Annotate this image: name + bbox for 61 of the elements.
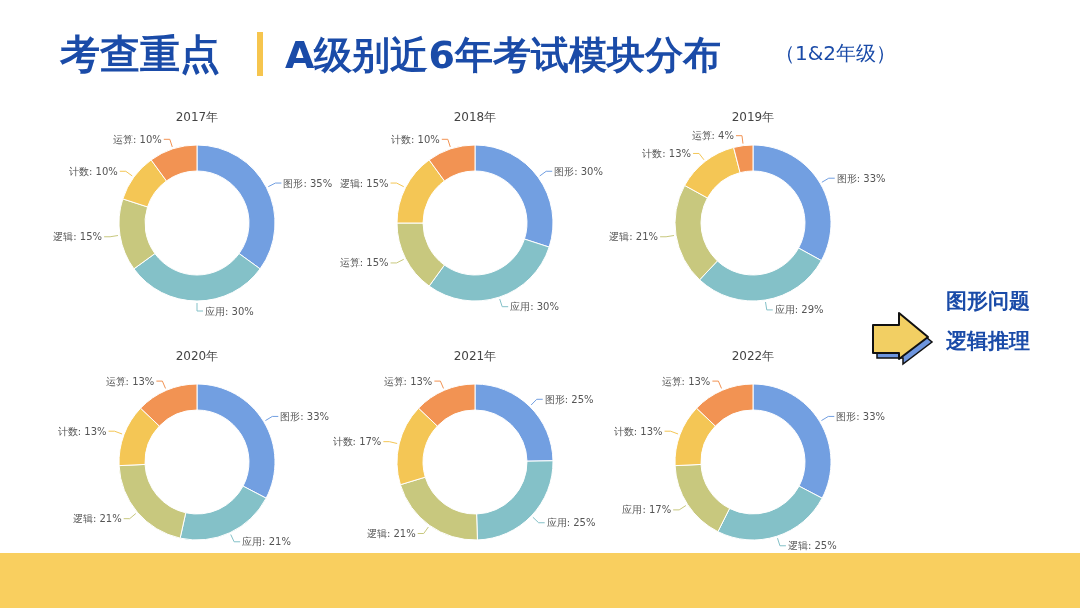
value-label: : 25% (566, 517, 596, 529)
chart-title: 2022年 (731, 349, 775, 363)
value-label: : 13% (681, 375, 711, 387)
category-label: 计数 (332, 436, 353, 448)
value-label: : 21% (629, 231, 659, 243)
value-label: : 35% (303, 177, 333, 189)
chart-title: 2021年 (453, 349, 497, 363)
category-label: 计数 (613, 425, 634, 437)
category-label: 运算 (383, 375, 404, 387)
value-label: : 29% (794, 304, 824, 316)
value-label: : 33% (856, 410, 886, 422)
value-label: : 10% (89, 165, 118, 177)
category-label: 逻辑 (787, 540, 808, 552)
value-label: : 15% (73, 231, 103, 243)
value-label: : 25% (807, 540, 837, 552)
text: A级别近6年考试模块分布 (285, 33, 721, 77)
value-label: : 13% (403, 375, 433, 387)
value-label: : 15% (359, 177, 389, 189)
category-label: 逻辑 (72, 513, 93, 525)
category-label: 运算 (339, 257, 360, 269)
chart-title: 2018年 (453, 110, 497, 124)
text: 图形问题 (946, 289, 1030, 313)
value-label: : 13% (662, 147, 692, 159)
value-label: : 17% (642, 504, 672, 516)
category-label: 图形 (836, 172, 857, 184)
category-label: 运算 (661, 375, 682, 387)
value-label: : 33% (300, 410, 330, 422)
value-label: : 15% (359, 257, 389, 269)
text: 考查重点 (59, 31, 220, 77)
value-label: : 21% (92, 513, 122, 525)
category-label: 应用 (622, 504, 643, 516)
category-label: 逻辑 (366, 528, 387, 539)
value-label: : 13% (125, 375, 155, 387)
category-label: 应用 (242, 536, 263, 548)
value-label: : 13% (77, 425, 107, 437)
text: （1&2年级） (775, 41, 897, 65)
chart-title: 2019年 (731, 110, 775, 124)
value-label: : 10% (411, 133, 440, 145)
category-label: 应用 (774, 304, 795, 316)
category-label: 计数 (57, 425, 78, 437)
category-label: 应用 (205, 305, 225, 317)
category-label: 图形 (544, 393, 565, 405)
value-label: : 33% (856, 172, 886, 184)
value-label: : 25% (564, 393, 594, 405)
category-label: 运算 (105, 375, 126, 387)
text: 逻辑推理 (945, 329, 1030, 353)
category-label: 逻辑 (339, 177, 360, 189)
chart-title: 2017年 (175, 110, 219, 124)
value-label: : 30% (225, 305, 254, 317)
value-label: : 13% (633, 425, 663, 437)
category-label: 运算 (691, 130, 712, 142)
value-label: : 21% (262, 536, 291, 548)
chart-title: 2020年 (175, 349, 219, 363)
value-label: : 30% (530, 301, 559, 313)
value-label: : 21% (386, 528, 416, 539)
value-label: : 17% (352, 436, 382, 448)
value-label: : 10% (133, 133, 162, 145)
category-label: 应用 (510, 301, 531, 313)
category-label: 应用 (546, 517, 567, 529)
value-label: : 30% (574, 165, 603, 177)
value-label: : 4% (711, 130, 734, 142)
